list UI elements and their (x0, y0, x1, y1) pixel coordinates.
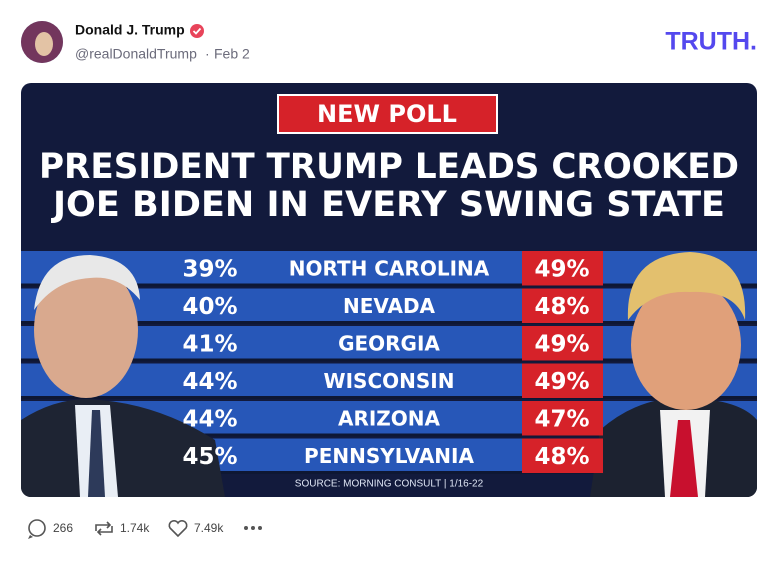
source: SOURCE: MORNING CONSULT | 1/16-22 (295, 479, 484, 490)
biden-percent: 44% (182, 406, 237, 432)
row-band (21, 363, 757, 398)
row-shade (21, 358, 757, 362)
poll-image[interactable]: 39% NORTH CAROLINA 49% 40% NEVADA 48% 41% GEORG… (21, 83, 757, 497)
biden-percent: 41% (182, 331, 237, 357)
trump-box (522, 326, 603, 361)
trump-percent: 47% (534, 406, 589, 432)
repost-count: 1.74k (120, 521, 150, 535)
state-name: WISCONSIN (324, 369, 455, 393)
verified-badge (190, 24, 204, 38)
biden-percent: 44% (182, 369, 237, 395)
biden-percent: 40% (182, 294, 237, 320)
row-shade (21, 471, 757, 474)
more-button[interactable] (244, 526, 262, 530)
trump-percent: 49% (534, 369, 589, 395)
reply-button[interactable] (28, 519, 46, 539)
state-name: NORTH CAROLINA (289, 256, 490, 280)
reply-count: 266 (53, 521, 73, 535)
row-band (21, 251, 757, 286)
state-name: PENNSYLVANIA (304, 444, 474, 468)
handle[interactable]: @realDonaldTrump (75, 46, 197, 62)
biden-percent: 39% (182, 256, 237, 282)
trump-box (522, 363, 603, 398)
like-count: 7.49k (194, 521, 224, 535)
logo[interactable]: TRUTH. (665, 28, 757, 56)
headline: PRESIDENT TRUMP LEADS CROOKED (39, 147, 739, 187)
biden-percent: 45% (182, 444, 237, 470)
trump-box (522, 251, 603, 286)
state-name: GEORGIA (338, 331, 440, 355)
left-portrait (21, 255, 225, 497)
trump-percent: 48% (534, 444, 589, 470)
trump-box (522, 438, 603, 473)
trump-box (522, 401, 603, 436)
row-shade (21, 433, 757, 437)
separator: · (205, 46, 210, 62)
state-name: NEVADA (343, 294, 436, 318)
repost-button[interactable] (95, 521, 113, 536)
row-shade (21, 396, 757, 399)
right-portrait (590, 252, 757, 497)
row-shade (21, 283, 757, 287)
trump-percent: 49% (534, 331, 589, 357)
post-date[interactable]: Feb 2 (214, 46, 250, 62)
like-button[interactable] (168, 519, 188, 538)
trump-box (522, 288, 603, 323)
state-name: ARIZONA (338, 406, 441, 430)
avatar[interactable] (21, 21, 63, 63)
headline: JOE BIDEN IN EVERY SWING STATE (51, 185, 725, 225)
author-name[interactable]: Donald J. Trump (75, 22, 185, 38)
row-shade (21, 321, 757, 324)
badge-text: NEW POLL (317, 100, 457, 128)
trump-percent: 49% (534, 256, 589, 282)
badge (277, 94, 498, 134)
trump-percent: 48% (534, 294, 589, 320)
